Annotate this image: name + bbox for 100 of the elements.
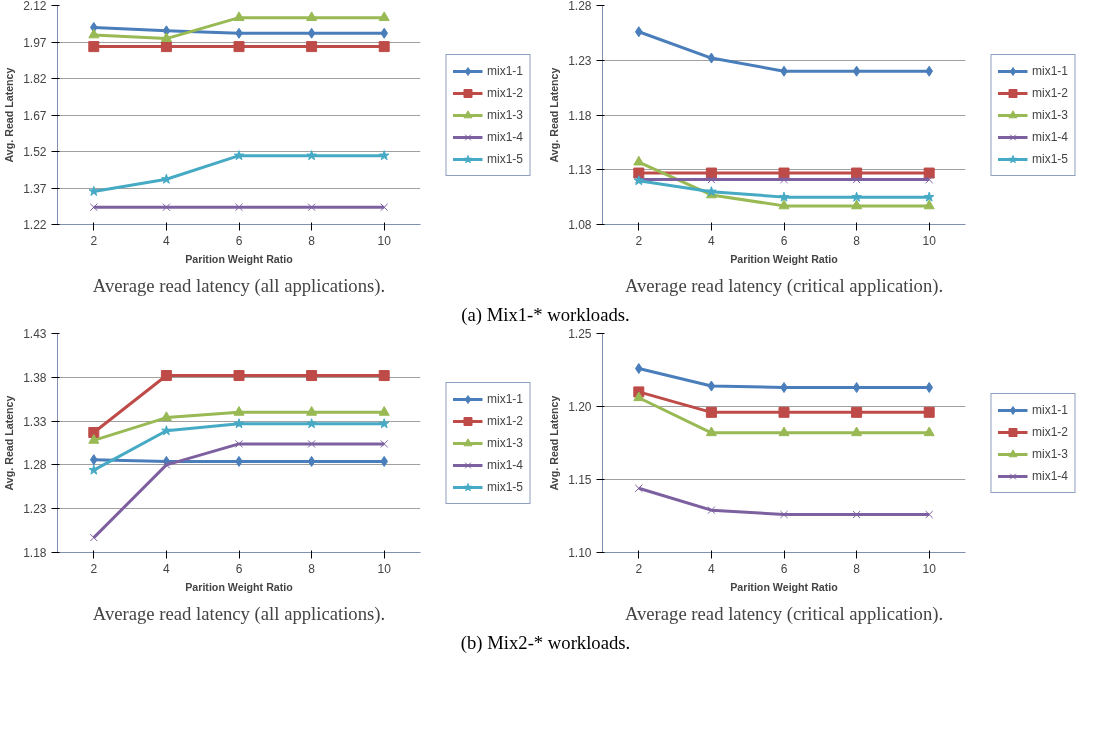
point — [306, 418, 317, 429]
point — [161, 425, 172, 436]
x-tick-label: 4 — [708, 233, 716, 248]
legend-label: mix1-3 — [1031, 107, 1069, 122]
point — [307, 27, 316, 39]
text: (b) Mix2-* workloads. — [460, 632, 631, 654]
x-axis-title: Parition Weight Ratio — [730, 252, 839, 265]
point — [160, 41, 172, 53]
point — [705, 426, 717, 437]
x-tick-label: 4 — [708, 561, 716, 576]
x-tick-label: 6 — [780, 233, 788, 248]
y-tick-label: 1.33 — [23, 414, 47, 429]
point — [380, 27, 389, 39]
point — [233, 418, 245, 429]
x-tick-label: 10 — [922, 561, 937, 576]
point — [852, 65, 861, 77]
point — [160, 411, 172, 421]
legend-label: mix1-4 — [1031, 468, 1069, 483]
point — [705, 406, 717, 418]
point — [233, 11, 245, 22]
point — [778, 406, 790, 418]
point — [705, 167, 717, 179]
y-tick-label: 1.82 — [23, 72, 47, 86]
x-tick-label: 8 — [853, 233, 861, 248]
point — [778, 191, 790, 202]
legend-label: mix1-5 — [486, 151, 524, 166]
point — [778, 167, 790, 179]
legend-label: mix1-3 — [486, 107, 524, 122]
y-tick-label: 1.25 — [568, 327, 592, 341]
point — [88, 28, 100, 39]
point — [233, 370, 245, 382]
legend-label: mix1-2 — [1031, 424, 1069, 439]
y-tick-label: 1.28 — [23, 458, 47, 473]
point — [306, 41, 318, 53]
point — [233, 41, 245, 53]
point — [923, 426, 935, 437]
y-tick-label: 1.28 — [568, 0, 592, 13]
y-tick-label: 1.23 — [23, 502, 47, 517]
point — [378, 11, 390, 22]
point — [88, 41, 100, 53]
point — [234, 203, 244, 212]
point — [923, 167, 935, 179]
legend-label: mix1-1 — [1031, 63, 1069, 78]
y-tick-label: 1.67 — [23, 108, 47, 123]
point — [162, 460, 171, 469]
legend-label: mix1-4 — [486, 457, 524, 472]
point — [923, 406, 935, 418]
point — [89, 454, 98, 466]
y-axis-title: Avg. Read Latency — [3, 395, 16, 491]
point — [707, 380, 716, 392]
x-tick-label: 8 — [853, 561, 861, 576]
x-axis-title: Parition Weight Ratio — [730, 580, 839, 593]
point — [851, 191, 862, 202]
point — [88, 426, 100, 438]
x-tick-label: 8 — [308, 233, 316, 248]
point — [923, 199, 935, 210]
legend-label: mix1-2 — [486, 85, 524, 100]
point — [88, 185, 100, 196]
x-tick-label: 10 — [922, 233, 937, 248]
point — [307, 203, 316, 212]
y-axis-title: Avg. Read Latency — [548, 395, 561, 491]
y-tick-label: 1.18 — [568, 108, 592, 123]
point — [925, 175, 934, 184]
point — [851, 167, 863, 179]
legend-label: mix1-4 — [1031, 129, 1069, 144]
x-tick-label: 8 — [308, 561, 316, 576]
point — [162, 203, 171, 212]
x-tick-label: 2 — [90, 561, 98, 576]
y-tick-label: 1.43 — [23, 327, 47, 341]
legend-label: mix1-4 — [486, 129, 524, 144]
y-tick-label: 1.08 — [568, 218, 592, 232]
legend-label: mix1-5 — [1031, 151, 1069, 166]
y-tick-label: 1.22 — [23, 218, 47, 232]
point — [851, 426, 863, 437]
point — [779, 510, 789, 519]
point — [633, 391, 645, 402]
point — [380, 439, 389, 448]
point — [88, 464, 100, 475]
x-tick-label: 2 — [635, 561, 643, 576]
x-tick-label: 10 — [377, 233, 392, 248]
point — [778, 199, 790, 210]
legend-label: mix1-2 — [1031, 85, 1069, 100]
point — [851, 199, 863, 210]
x-axis-title: Parition Weight Ratio — [185, 252, 294, 265]
point — [378, 41, 390, 53]
point — [233, 150, 245, 161]
text: Average read latency (all applications). — [92, 602, 386, 625]
y-tick-label: 2.12 — [23, 0, 47, 13]
x-axis-title: Parition Weight Ratio — [185, 580, 294, 593]
y-axis-title: Avg. Read Latency — [3, 67, 16, 163]
y-tick-label: 1.23 — [568, 53, 592, 68]
y-tick-label: 1.38 — [23, 370, 47, 385]
legend-label: mix1-1 — [1031, 402, 1069, 417]
point — [633, 155, 645, 166]
legend-label: mix1-1 — [486, 63, 524, 78]
point — [306, 150, 317, 161]
legend-label: mix1-1 — [486, 391, 524, 406]
y-tick-label: 1.52 — [23, 145, 47, 159]
point — [925, 510, 934, 519]
y-axis-title: Avg. Read Latency — [548, 67, 561, 163]
